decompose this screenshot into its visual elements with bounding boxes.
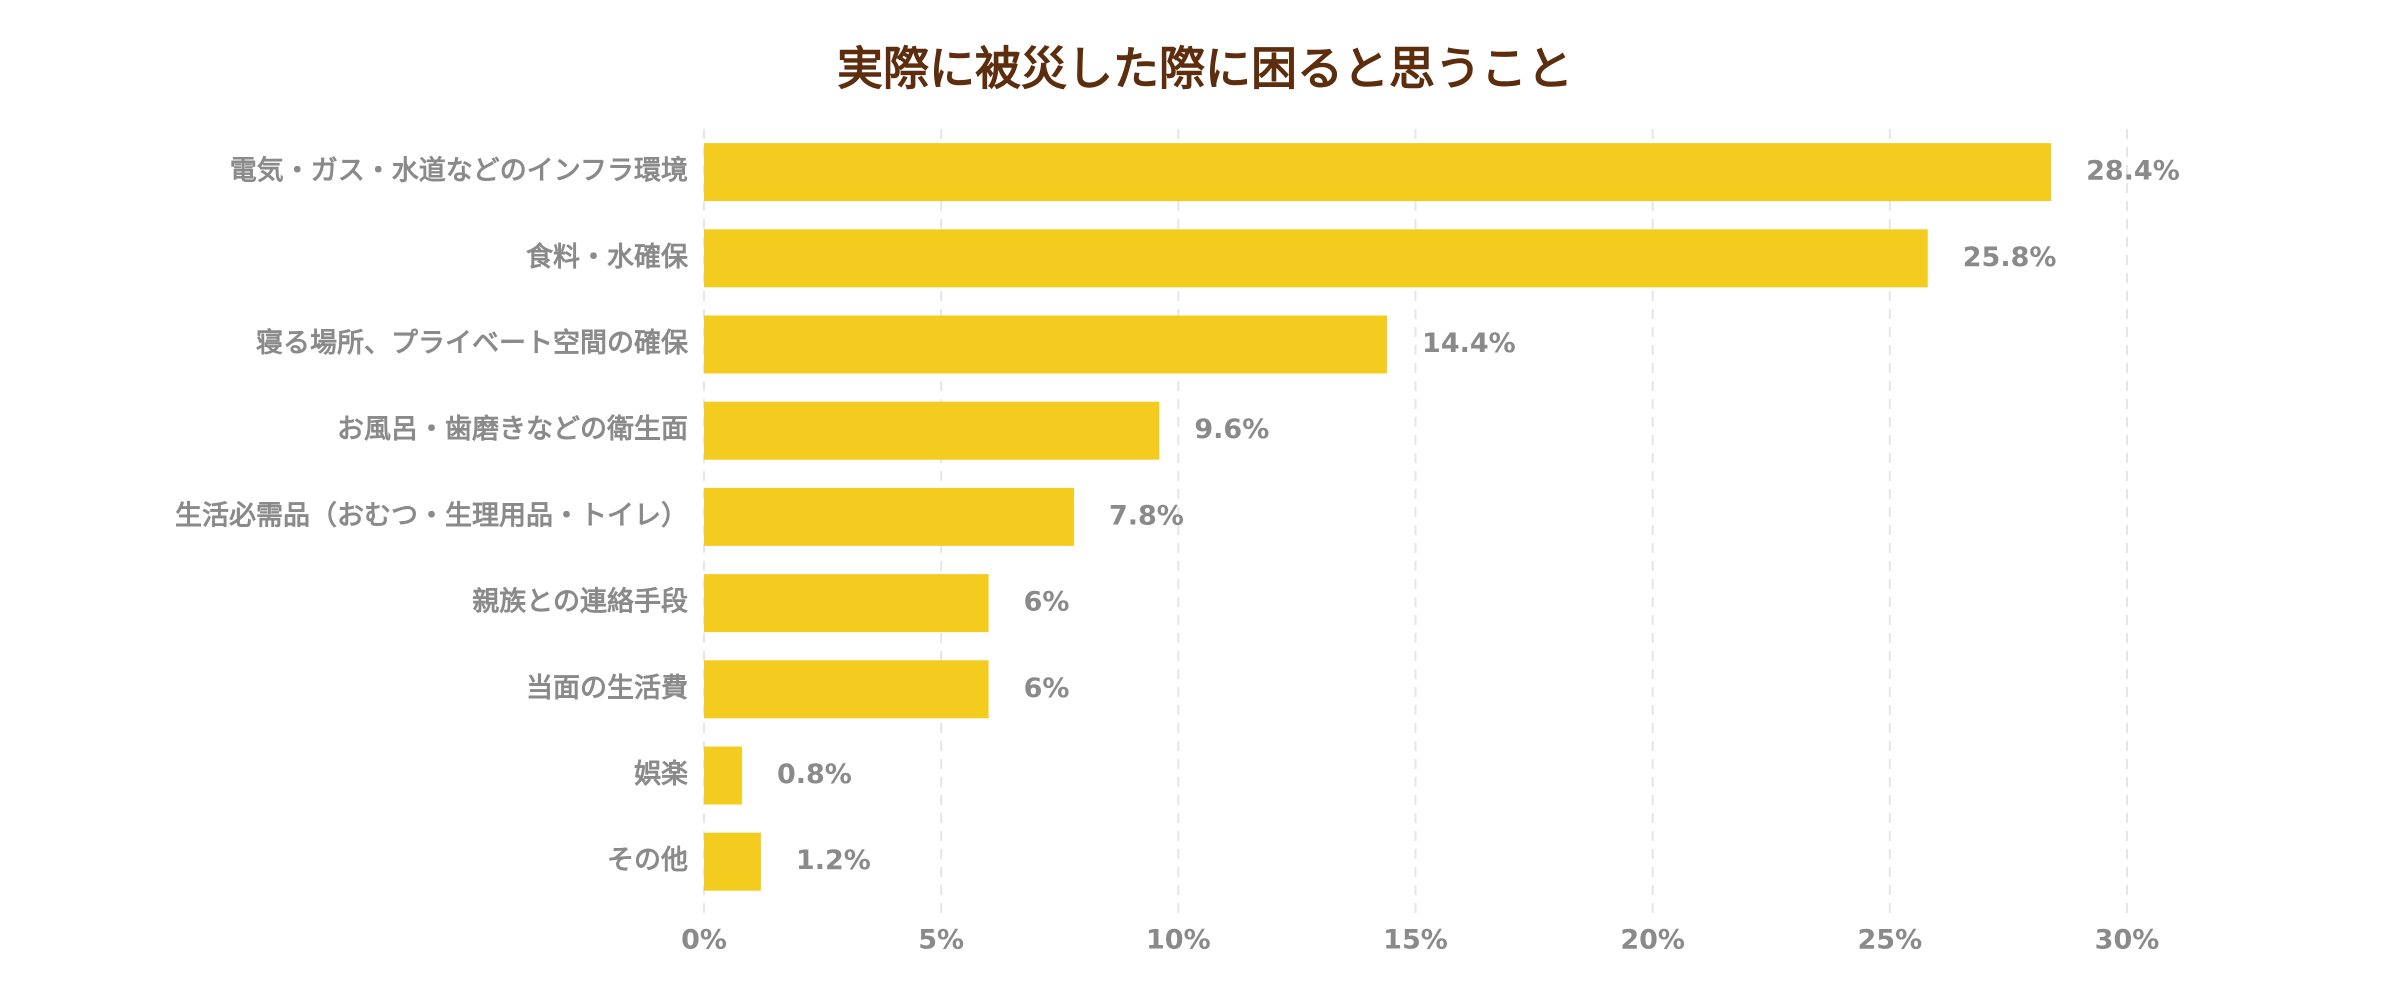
- y-tick-label: 親族との連絡手段: [472, 586, 688, 618]
- bar: [704, 143, 2052, 202]
- value-label: 25.8%: [1963, 242, 2057, 273]
- y-tick-label: その他: [607, 845, 688, 876]
- x-tick-label: 30%: [2095, 925, 2160, 956]
- x-tick-label: 5%: [918, 925, 964, 956]
- y-tick-label: 食料・水確保: [526, 241, 689, 273]
- chart-title: 実際に被災した際に困ると思うこと: [837, 42, 1573, 96]
- value-label: 0.8%: [777, 759, 852, 790]
- bar: [704, 315, 1388, 374]
- y-tick-label: 生活必需品（おむつ・生理用品・トイレ）: [175, 500, 688, 531]
- bar: [704, 746, 742, 805]
- x-tick-label: 20%: [1620, 925, 1685, 956]
- value-label: 7.8%: [1109, 500, 1184, 531]
- bar: [704, 660, 989, 719]
- x-tick-label: 25%: [1858, 925, 1923, 956]
- x-tick-label: 10%: [1146, 925, 1211, 956]
- value-label: 14.4%: [1422, 328, 1516, 359]
- x-tick-label: 0%: [681, 925, 727, 956]
- bar: [704, 574, 989, 633]
- bar: [704, 401, 1160, 460]
- y-tick-label: 電気・ガス・水道などのインフラ環境: [230, 155, 688, 187]
- value-label: 6%: [1024, 673, 1070, 704]
- value-label: 28.4%: [2086, 156, 2180, 187]
- y-tick-label: 娯楽: [634, 759, 688, 790]
- value-label: 1.2%: [796, 845, 871, 876]
- bar: [704, 229, 1928, 288]
- bar: [704, 832, 761, 891]
- value-label: 6%: [1024, 587, 1070, 618]
- y-tick-label: 寝る場所、プライベート空間の確保: [256, 327, 689, 359]
- y-tick-label: 当面の生活費: [526, 673, 688, 704]
- value-label: 9.6%: [1194, 414, 1269, 445]
- bar: [704, 487, 1074, 546]
- x-tick-label: 15%: [1383, 925, 1448, 956]
- y-tick-label: お風呂・歯磨きなどの衛生面: [337, 413, 688, 445]
